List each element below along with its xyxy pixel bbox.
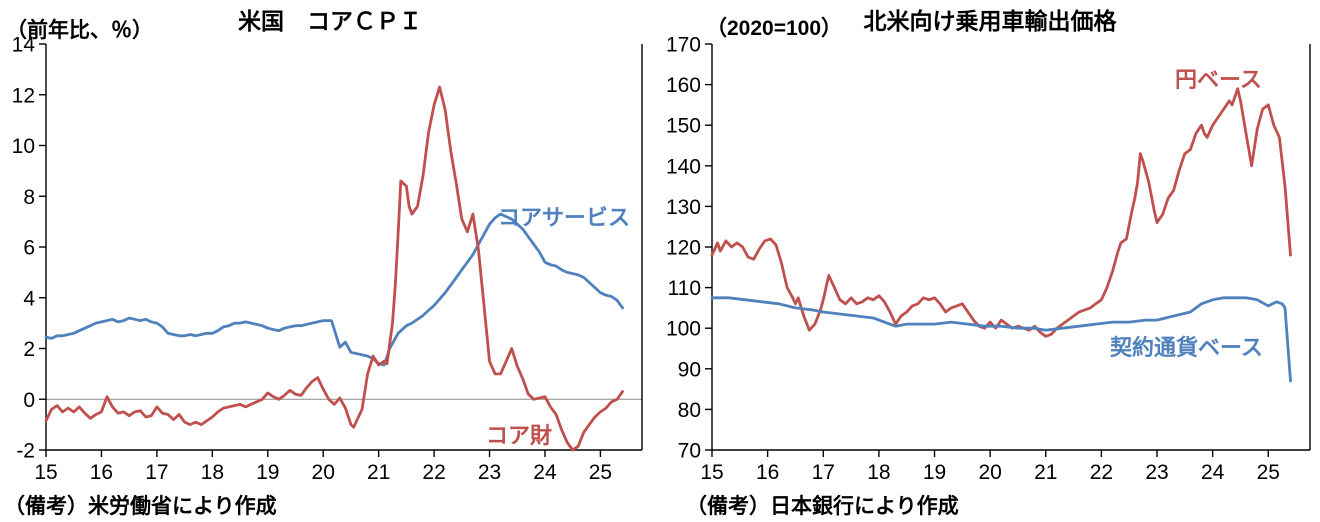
y-tick-label: 14 (12, 36, 36, 57)
y-tick-label: 130 (666, 196, 701, 219)
x-tick-label: 16 (756, 461, 779, 484)
chart-header-right: （2020=100） 北米向け乗用車輸出価格 (660, 0, 1320, 40)
y-tick-label: 110 (668, 277, 701, 300)
series-line-yen-basis (710, 87, 1292, 338)
source-note-left: （備考）米労働省により作成 (4, 495, 277, 518)
y-tick-label: 12 (12, 84, 35, 107)
x-tick-label: 19 (256, 461, 279, 484)
y-tick-label: 90 (678, 358, 701, 381)
chart-car-export-prices: （2020=100） 北米向け乗用車輸出価格 70 80 90 100 110 120 13… (660, 0, 1320, 522)
plot-area-right: 70 80 90 100 110 120 130 140 150 160 170 15 16 17 18 19… (660, 36, 1320, 494)
x-tick-label: 23 (478, 461, 501, 484)
chart-us-core-cpi: （前年比、％） 米国 コアＣＰＩ -2 0 2 4 6 8 10 12 14 15 16 17 18 19… (0, 0, 660, 518)
chart-title-right: 北米向け乗用車輸出価格 (863, 8, 1117, 34)
x-tick-label: 20 (312, 461, 335, 484)
x-tick-label: 22 (1090, 461, 1113, 484)
x-tick-label: 19 (923, 461, 946, 484)
y-tick-label: 150 (666, 115, 701, 138)
x-tick-label: 17 (145, 461, 168, 484)
y-tick-label: 2 (23, 338, 35, 361)
x-tick-label: 24 (533, 461, 557, 484)
x-tick-label: 17 (812, 461, 835, 484)
x-tick-label: 22 (422, 461, 445, 484)
y-axis-unit-label-right: （2020=100） (706, 17, 843, 40)
y-tick-label: 8 (23, 186, 35, 209)
series-label-core-services: コアサービス (498, 205, 631, 230)
series-line-core-goods (44, 85, 624, 452)
x-tick-label: 16 (90, 461, 113, 484)
x-tick-label: 21 (1034, 461, 1057, 484)
x-tick-label: 25 (1257, 461, 1280, 484)
x-tick-label: 25 (589, 461, 612, 484)
y-tick-label: 0 (23, 389, 35, 412)
x-tick-label: 24 (1201, 461, 1225, 484)
y-tick-label: 100 (666, 318, 701, 341)
y-tick-label: 170 (666, 36, 701, 57)
series-line-contract-currency-basis (710, 296, 1292, 383)
series-label-core-goods: コア財 (486, 423, 553, 448)
x-tick-label: 23 (1145, 461, 1168, 484)
x-tick-label: 21 (367, 461, 390, 484)
y-tick-label: 120 (666, 237, 701, 260)
y-tick-label: 140 (666, 155, 701, 178)
chart-title-left: 米国 コアＣＰＩ (238, 8, 422, 34)
plot-area-left: -2 0 2 4 6 8 10 12 14 15 16 17 18 19 20 21 22 23 24 25 コアサー… (0, 36, 660, 494)
x-tick-label: 15 (34, 461, 57, 484)
line-chart-car-export-prices: 70 80 90 100 110 120 130 140 150 160 170 15 16 17 18 19… (666, 36, 1311, 484)
series-label-yen-basis: 円ベース (1175, 67, 1262, 92)
y-tick-label: 160 (666, 74, 701, 97)
y-tick-label: 4 (23, 287, 35, 310)
y-tick-label: 80 (678, 399, 701, 422)
x-tick-label: 15 (700, 461, 723, 484)
chart-header-left: （前年比、％） 米国 コアＣＰＩ (0, 0, 660, 42)
series-line-core-services (44, 212, 624, 367)
x-tick-label: 18 (867, 461, 890, 484)
y-tick-label: 6 (23, 237, 35, 260)
source-note-right: （備考）日本銀行により作成 (686, 495, 959, 518)
x-tick-label: 18 (201, 461, 224, 484)
y-tick-label: 10 (12, 135, 35, 158)
y-tick-label: 70 (678, 440, 701, 463)
y-axis-unit-label-left: （前年比、％） (6, 19, 153, 42)
series-label-contract-currency-basis: 契約通貨ベース (1110, 335, 1263, 360)
y-tick-label: -2 (16, 440, 35, 463)
x-tick-label: 20 (978, 461, 1001, 484)
